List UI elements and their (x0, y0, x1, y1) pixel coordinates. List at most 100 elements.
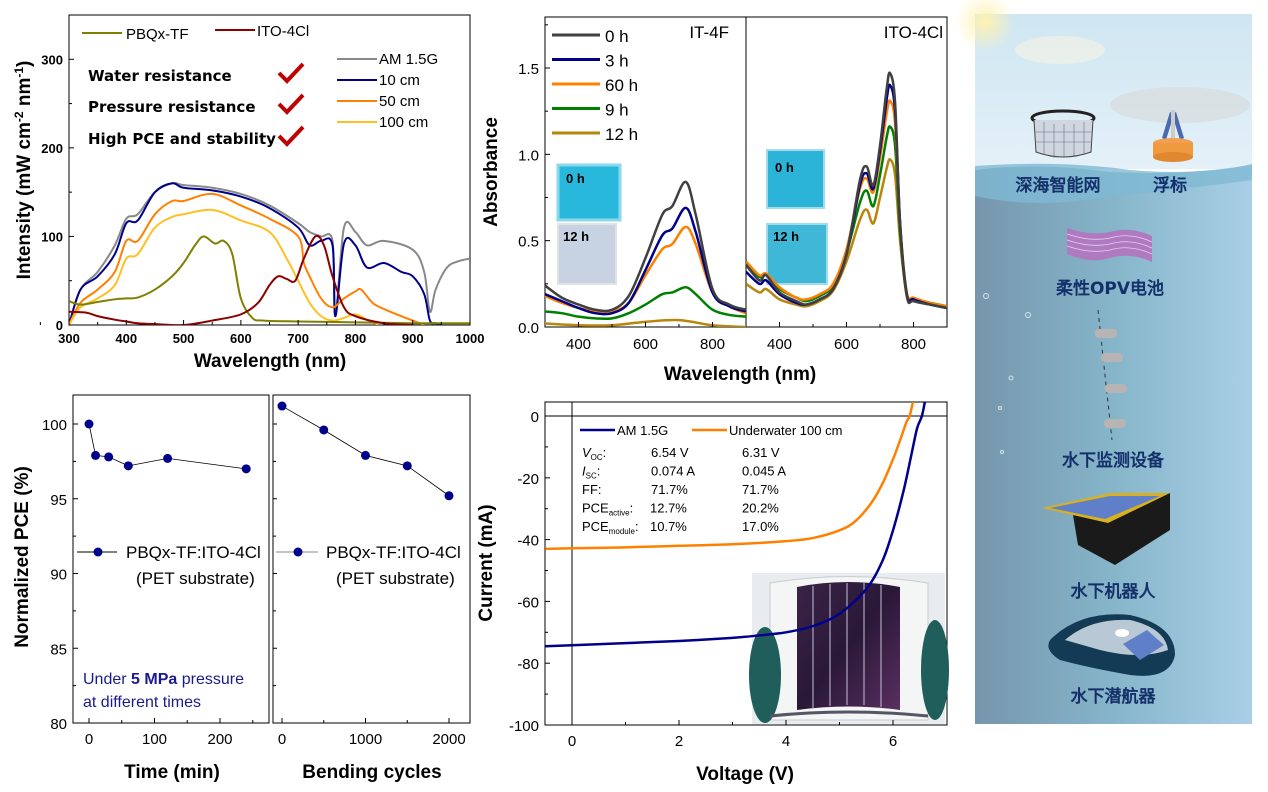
data-point-time (104, 452, 114, 462)
x-tick-label: 1000 (456, 331, 485, 346)
y-tick-label: 1.0 (518, 147, 539, 164)
param-value-underwater: 20.2% (742, 501, 779, 516)
feature-water-resistance: Water resistance (88, 67, 232, 85)
inset-photo-it4f-0h: 0 h (556, 163, 622, 222)
legend-label-3-h: 3 h (605, 52, 629, 71)
param-value-am15g: 6.54 V (651, 445, 689, 460)
y-tick-label: 100 (42, 417, 67, 434)
spectra-panel: 300 400 500 600 700 800 900 1000 0 100 200 300 Wave… (12, 14, 485, 372)
param-value-am15g: 71.7% (651, 482, 688, 497)
y-tick-label: 0 (56, 318, 63, 333)
fish-cage-icon (1030, 109, 1096, 158)
label-monitor-equipment: 水下监测设备 (1062, 450, 1165, 471)
module-photo-inset (749, 573, 949, 724)
x-tick-label: 200 (207, 731, 232, 748)
param-label-isc: ISC: (582, 464, 600, 481)
pressure-note-line2: at different times (83, 694, 201, 711)
stability-y-axis-label: Normalized PCE (%) (12, 466, 33, 648)
iv-series (545, 402, 927, 648)
x-tick-label: 900 (402, 331, 424, 346)
param-value-underwater: 6.31 V (742, 445, 780, 460)
series-line-ito-4cl (69, 234, 413, 325)
legend-marker (93, 547, 103, 557)
x-tick-label: 400 (767, 336, 792, 353)
label-buoy: 浮标 (1153, 175, 1187, 196)
legend-label-9-h: 9 h (605, 101, 629, 120)
data-point-bending (361, 450, 370, 460)
x-tick-label: 800 (345, 331, 367, 346)
legend-label: PBQx-TF:ITO-4Cl (126, 543, 261, 562)
check-icon (277, 62, 305, 84)
param-value-underwater: 71.7% (742, 482, 779, 497)
y-tick-label: 100 (41, 229, 63, 244)
flexible-opv-icon (1066, 228, 1153, 262)
label-deep-sea-net: 深海智能网 (1016, 175, 1101, 196)
spectra-series-group (69, 181, 470, 325)
sea-background (975, 165, 1252, 724)
iv-parameter-table: VOC: 6.54 V 6.31 V ISC: 0.074 A 0.045 A FF: 71.… (582, 445, 786, 536)
series-line-100-cm (69, 208, 379, 325)
x-tick-label: 800 (700, 336, 725, 353)
y-tick-label: -80 (517, 656, 539, 673)
check-icon (277, 93, 305, 115)
absorbance-legend: 0 h 3 h 60 h 9 h 12 h (552, 27, 638, 144)
panel-title-it4f: IT-4F (689, 23, 729, 42)
feature-list: Water resistance Pressure resistance Hig… (88, 62, 305, 148)
spectra-x-axis-label: Wavelength (nm) (194, 351, 346, 372)
param-label-pcemodule: PCEmodule: (582, 519, 639, 536)
y-tick-label: -20 (517, 471, 539, 488)
spectra-y-axis-label: Intensity (mW cm-2 nm-1) (12, 61, 35, 280)
legend-label-pbqx-tf: PBQx-TF (126, 26, 189, 43)
series-line-underwater-100-cm (545, 402, 915, 551)
inset-label: 12 h (563, 229, 589, 244)
series-line-50-cm (69, 192, 425, 325)
param-label-pceactive: PCEactive: (582, 501, 633, 518)
legend-label-100cm: 100 cm (379, 114, 428, 131)
inset-label: 0 h (566, 171, 585, 186)
inset-photo-ito4cl-0h: 0 h (766, 149, 825, 209)
data-point-bending (444, 491, 454, 501)
legend-label-am15g: AM 1.5G (617, 423, 668, 438)
inset-label: 0 h (775, 160, 794, 175)
series-line-ito-4cl-0-h (746, 71, 947, 310)
x-tick-label: 600 (230, 331, 252, 346)
sun-icon (955, 0, 1015, 52)
iv-y-axis-label: Current (mA) (476, 504, 497, 621)
stability-time-legend: PBQx-TF:ITO-4Cl (PET substrate) (77, 543, 261, 588)
data-point-bending (277, 401, 287, 411)
legend-label-ito-4cl: ITO-4Cl (257, 23, 309, 40)
pressure-note-line1: Under 5 MPa pressure (83, 671, 244, 688)
underwater-robot-icon (1042, 493, 1170, 565)
data-point-time (123, 461, 133, 471)
param-label-ff: FF: (582, 482, 602, 497)
cloud-icon (1015, 36, 1105, 64)
series-line-time (88, 423, 247, 470)
spectra-legend-right: AM 1.5G 10 cm 50 cm 100 cm (337, 51, 438, 131)
x-tick-label: 6 (889, 733, 897, 750)
absorbance-x-axis-label: Wavelength (nm) (664, 364, 816, 385)
sea-surface (975, 163, 1252, 203)
x-tick-label: 2000 (432, 731, 465, 748)
x-tick-label: 300 (58, 331, 80, 346)
legend-label-0-h: 0 h (605, 27, 629, 46)
series-line-it-4f-3-h (545, 206, 746, 316)
inset-photo-it4f-12h: 12 h (557, 223, 617, 285)
y-tick-label: -40 (517, 533, 539, 550)
x-tick-label: 0 (278, 731, 286, 748)
stability-time-frame (72, 394, 270, 724)
data-point-bending (319, 425, 329, 435)
cloud-icon (1110, 87, 1250, 123)
label-flexible-opv: 柔性OPV电池 (1056, 278, 1164, 299)
param-value-underwater: 0.045 A (742, 464, 786, 479)
series-line-it-4f-9-h (545, 286, 746, 321)
legend-label-60-h: 60 h (605, 76, 638, 95)
y-tick-label: 300 (41, 52, 63, 67)
legend-label-50cm: 50 cm (379, 93, 420, 110)
label-underwater-robot: 水下机器人 (1071, 581, 1157, 602)
data-point-time (84, 419, 94, 429)
y-tick-label: -60 (517, 594, 539, 611)
legend-label-12-h: 12 h (605, 125, 638, 144)
